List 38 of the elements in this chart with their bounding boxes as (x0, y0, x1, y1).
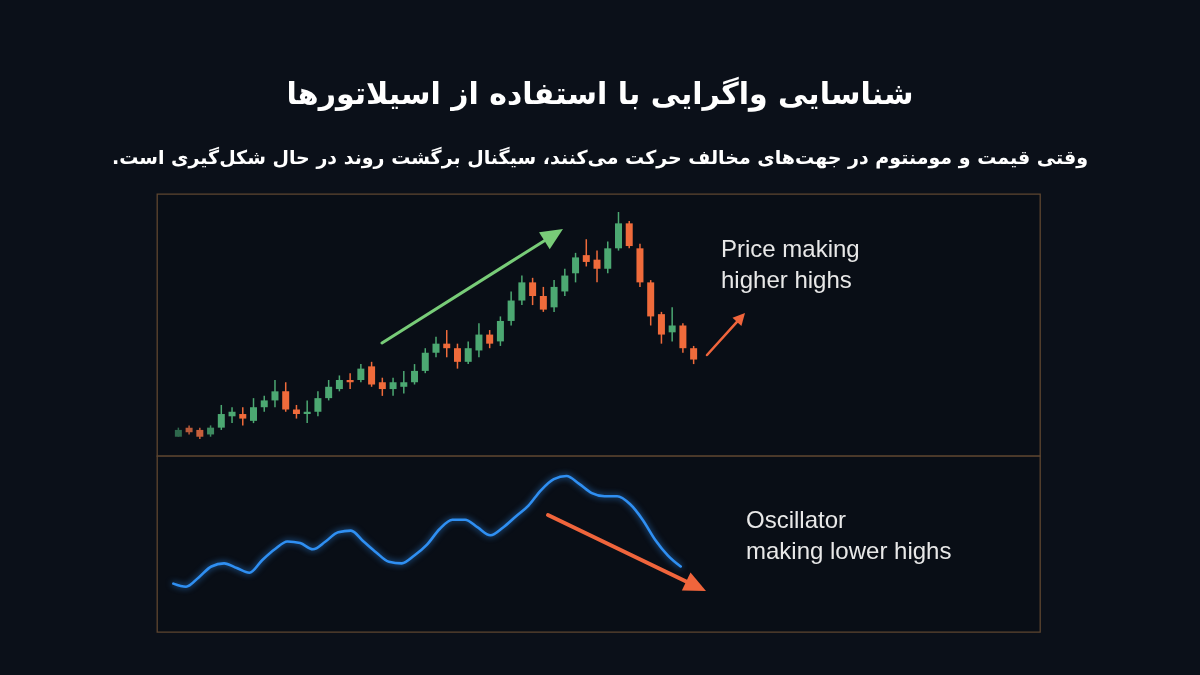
candlestick (453, 342, 461, 370)
candlestick (314, 390, 322, 418)
candlestick (357, 363, 365, 383)
candlestick (389, 376, 397, 397)
candlestick (368, 361, 376, 388)
candlestick (282, 381, 290, 413)
candlestick (378, 376, 386, 397)
candlestick (561, 268, 569, 297)
chart-title: شناسایی واگرایی با استفاده از اسیلاتورها (285, 76, 915, 111)
candlestick (271, 379, 279, 408)
candlestick (529, 277, 537, 306)
candlestick (411, 363, 419, 386)
candlestick (217, 404, 225, 431)
candlestick (475, 322, 483, 359)
candlestick (325, 379, 333, 402)
candlestick (421, 347, 429, 374)
candlestick (539, 286, 547, 313)
candlestick (432, 336, 440, 359)
candlestick (464, 340, 472, 365)
text: Oscillator making lower highs (746, 505, 952, 566)
candlestick (507, 290, 515, 327)
candlestick (657, 311, 665, 345)
candlestick (496, 315, 504, 347)
candlestick (239, 406, 247, 427)
candlestick (604, 240, 612, 275)
candlestick (400, 370, 408, 395)
candlestick (593, 249, 601, 284)
chart-subtitle: وقتی قیمت و مومنتوم در جهت‌های مخالف حرکت می‌کنند، سیگنال برگشت روند در حال شکل‌گیری است. (110, 146, 1090, 168)
text: Price making higher highs (721, 234, 860, 295)
candlestick (486, 329, 494, 349)
candlestick (572, 252, 580, 284)
candlestick (690, 345, 698, 365)
candlestick (518, 274, 526, 306)
candlestick (582, 238, 590, 268)
candlestick (679, 322, 687, 354)
candlestick (625, 220, 633, 250)
candlestick (250, 397, 258, 424)
candlestick (550, 279, 558, 313)
